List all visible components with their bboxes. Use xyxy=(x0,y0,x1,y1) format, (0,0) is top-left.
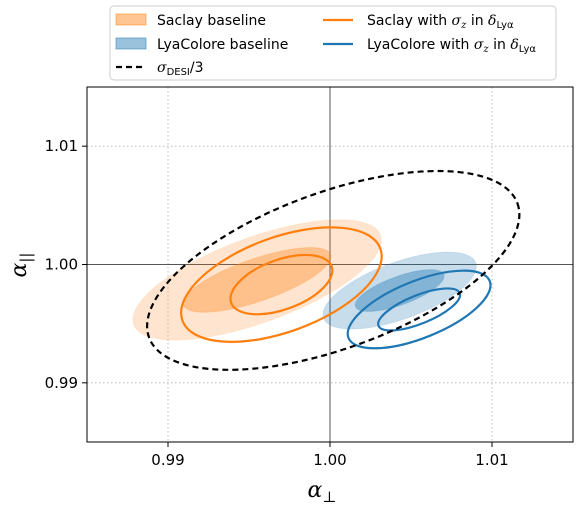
legend-item-lyacolore-baseline: LyaColore baseline xyxy=(115,37,288,53)
y-tick-label: 1.00 xyxy=(45,256,78,274)
ticks: 0.99 1.00 1.01 0.99 1.00 1.01 xyxy=(45,137,509,469)
legend-label-lyacolore-sigmaz: LyaColore with σz in δLyα xyxy=(367,37,536,55)
legend-swatch-saclay-baseline xyxy=(115,13,147,26)
legend-label-lyacolore-baseline: LyaColore baseline xyxy=(157,37,288,53)
y-tick-label: 1.01 xyxy=(45,137,78,155)
y-axis-label: α|| xyxy=(7,253,35,278)
contours xyxy=(132,169,521,371)
legend-item-desi-sigma: σDESI/3 xyxy=(116,60,204,78)
contour-saclay-baseline-1sigma xyxy=(182,247,332,313)
x-tick-label: 1.01 xyxy=(475,451,508,469)
contour-desi-3-1sigma xyxy=(146,169,521,371)
contour-saclay-with-z-in-ly-1sigma xyxy=(229,253,334,316)
y-tick-label: 0.99 xyxy=(45,374,78,392)
x-axis-label: α⊥ xyxy=(308,478,337,506)
x-tick-label: 0.99 xyxy=(151,451,184,469)
legend-item-saclay-sigmaz: Saclay with σz in δLyα xyxy=(323,13,514,31)
contour-lyacolore-with-z-in-ly-2sigma xyxy=(346,269,492,350)
contour-lyacolore-baseline-1sigma xyxy=(354,269,445,312)
contour-saclay-baseline-2sigma xyxy=(132,219,382,341)
legend-label-saclay-baseline: Saclay baseline xyxy=(157,13,266,29)
legend-item-saclay-baseline: Saclay baseline xyxy=(115,13,266,29)
legend-label-desi-sigma: σDESI/3 xyxy=(157,60,204,78)
legend: Saclay baseline LyaColore baseline σDESI… xyxy=(109,5,557,81)
legend-swatch-lyacolore-baseline xyxy=(115,37,147,50)
x-tick-label: 1.00 xyxy=(313,451,346,469)
contour-saclay-with-z-in-ly-2sigma xyxy=(180,226,383,343)
legend-label-saclay-sigmaz: Saclay with σz in δLyα xyxy=(367,13,514,31)
legend-item-lyacolore-sigmaz: LyaColore with σz in δLyα xyxy=(323,37,536,55)
